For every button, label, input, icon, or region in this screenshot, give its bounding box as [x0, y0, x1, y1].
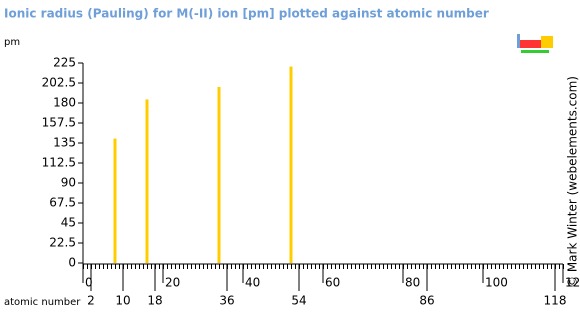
y-tick-label: 67.5 — [49, 196, 76, 210]
y-tick-label: 0 — [68, 256, 76, 270]
y-tick-label: 45 — [61, 216, 76, 230]
x-tick-label: 80 — [405, 276, 420, 290]
period-tick-label: 18 — [147, 294, 162, 308]
y-tick-label: 157.5 — [42, 116, 76, 130]
bar — [217, 87, 221, 263]
y-tick-label: 112.5 — [42, 156, 76, 170]
period-tick-label: 36 — [219, 294, 234, 308]
y-tick-label: 22.5 — [49, 236, 76, 250]
x-axis-label: atomic number — [4, 297, 81, 308]
bar — [113, 138, 117, 263]
y-tick-label: 135 — [53, 136, 76, 150]
credit: © Mark Winter (webelements.com) — [566, 76, 580, 288]
bar — [289, 66, 293, 263]
x-tick-label: 20 — [165, 276, 180, 290]
x-tick-label: 120 — [565, 276, 580, 290]
period-tick-label: 86 — [419, 294, 434, 308]
y-tick-label: 225 — [53, 56, 76, 70]
y-tick-label: 180 — [53, 96, 76, 110]
y-axis-label: pm — [4, 37, 20, 48]
period-tick-label: 118 — [544, 294, 567, 308]
x-tick-label: 100 — [485, 276, 508, 290]
periodic-icon — [517, 34, 553, 53]
y-tick-label: 202.5 — [42, 76, 76, 90]
chart-title: Ionic radius (Pauling) for M(-II) ion [p… — [4, 7, 489, 21]
bar — [145, 99, 149, 263]
period-tick-label: 2 — [87, 294, 95, 308]
x-tick-label: 0 — [85, 276, 93, 290]
x-tick-label: 60 — [325, 276, 340, 290]
y-tick-label: 90 — [61, 176, 76, 190]
period-tick-label: 10 — [115, 294, 130, 308]
period-tick-label: 54 — [291, 294, 306, 308]
x-tick-label: 40 — [245, 276, 260, 290]
